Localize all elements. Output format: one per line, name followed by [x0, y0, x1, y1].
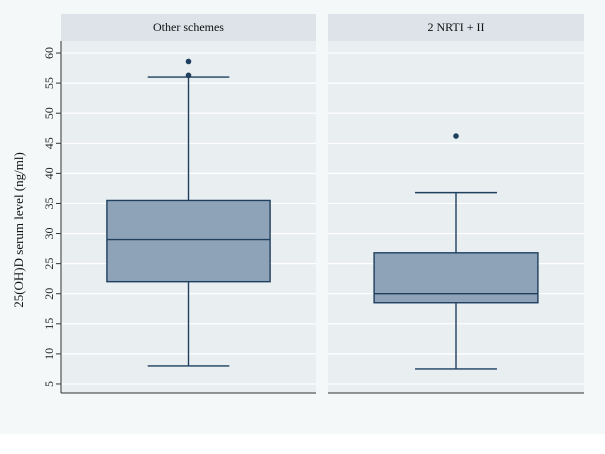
y-tick-label: 55: [42, 77, 56, 89]
panel-title: 2 NRTI + II: [427, 20, 484, 34]
panel-header: [61, 14, 316, 41]
y-tick-label: 35: [42, 197, 56, 209]
iqr-box: [373, 252, 539, 304]
y-tick-label: 60: [42, 47, 56, 59]
y-tick-label: 5: [42, 381, 56, 387]
y-tick-label: 25: [42, 258, 56, 270]
panel-title: Other schemes: [153, 20, 224, 34]
outlier-point: [185, 58, 192, 65]
y-tick-label: 40: [42, 167, 56, 179]
y-tick-label: 20: [42, 288, 56, 300]
y-tick-label: 15: [42, 318, 56, 330]
panel-1: Other schemes: [61, 14, 316, 394]
y-tick-label: 10: [42, 348, 56, 360]
y-tick-label: 45: [42, 137, 56, 149]
outlier-point: [453, 133, 459, 139]
outlier-point: [185, 72, 192, 79]
iqr-box: [106, 199, 271, 283]
y-tick-label: 50: [42, 107, 56, 119]
y-axis-title: 25(OH)D serum level (ng/ml): [11, 152, 26, 308]
panel-header: [328, 14, 584, 41]
y-tick-label: 30: [42, 228, 56, 240]
panel-2: 2 NRTI + II: [328, 14, 584, 394]
